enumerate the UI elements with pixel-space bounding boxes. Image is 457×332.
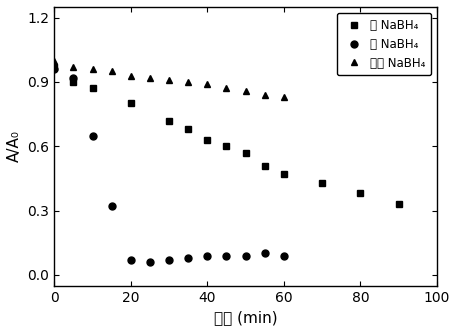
仅有 NaBH₄ [71,65,76,69]
有 NaBH₄ [128,258,133,262]
有 NaBH₄ [147,260,153,264]
无 NaBH₄ [262,164,267,168]
无 NaBH₄ [205,138,210,142]
无 NaBH₄ [224,144,229,148]
无 NaBH₄ [186,127,191,131]
仅有 NaBH₄ [90,67,96,71]
Line: 仅有 NaBH₄: 仅有 NaBH₄ [51,57,287,101]
Legend: 无 NaBH₄, 有 NaBH₄, 仅有 NaBH₄: 无 NaBH₄, 有 NaBH₄, 仅有 NaBH₄ [337,13,431,75]
Line: 无 NaBH₄: 无 NaBH₄ [51,63,402,208]
有 NaBH₄ [205,254,210,258]
仅有 NaBH₄ [262,93,267,97]
有 NaBH₄ [262,251,267,255]
有 NaBH₄ [243,254,248,258]
有 NaBH₄ [186,256,191,260]
无 NaBH₄ [71,80,76,84]
仅有 NaBH₄ [186,80,191,84]
无 NaBH₄ [396,202,401,206]
无 NaBH₄ [90,86,96,90]
仅有 NaBH₄ [224,86,229,90]
有 NaBH₄ [90,133,96,137]
仅有 NaBH₄ [128,74,133,78]
有 NaBH₄ [224,254,229,258]
无 NaBH₄ [128,101,133,105]
X-axis label: 时间 (min): 时间 (min) [214,310,277,325]
有 NaBH₄ [71,76,76,80]
有 NaBH₄ [281,254,287,258]
仅有 NaBH₄ [52,58,57,62]
Y-axis label: A/A₀: A/A₀ [7,130,22,162]
无 NaBH₄ [243,151,248,155]
无 NaBH₄ [281,172,287,176]
仅有 NaBH₄ [166,78,172,82]
仅有 NaBH₄ [109,69,115,73]
有 NaBH₄ [166,258,172,262]
无 NaBH₄ [52,65,57,69]
仅有 NaBH₄ [205,82,210,86]
无 NaBH₄ [319,181,325,185]
有 NaBH₄ [109,204,115,208]
Line: 有 NaBH₄: 有 NaBH₄ [51,66,287,266]
仅有 NaBH₄ [281,95,287,99]
仅有 NaBH₄ [243,89,248,93]
无 NaBH₄ [358,192,363,196]
有 NaBH₄ [52,67,57,71]
仅有 NaBH₄ [147,76,153,80]
无 NaBH₄ [166,119,172,123]
